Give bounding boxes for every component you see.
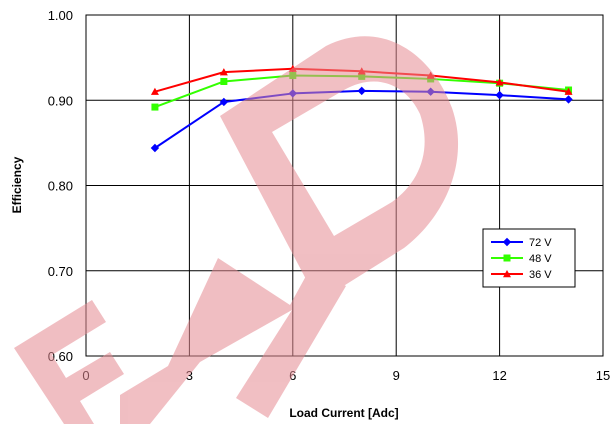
y-tick-label: 0.90	[48, 93, 73, 108]
data-point	[357, 86, 366, 96]
x-tick-label: 9	[393, 368, 400, 383]
data-point	[150, 143, 160, 153]
data-point	[564, 95, 573, 104]
legend: 72 V 48 V 36 V	[482, 228, 576, 288]
series-layer	[150, 64, 573, 153]
data-point	[495, 78, 504, 86]
legend-label: 48 V	[529, 253, 552, 265]
data-point	[151, 103, 159, 111]
y-tick-label: 1.00	[48, 8, 73, 23]
legend-swatch-marker	[502, 237, 512, 247]
plot-frame	[85, 14, 604, 357]
x-tick-label: 3	[186, 368, 193, 383]
legend-item: 36 V	[491, 269, 552, 281]
watermark-letter-e	[14, 300, 124, 424]
data-point	[564, 87, 573, 95]
legend-label: 36 V	[529, 269, 552, 281]
legend-item: 72 V	[491, 237, 552, 249]
legend-swatch-marker	[503, 254, 511, 262]
watermark-letter-n	[120, 258, 346, 424]
watermark-letter-d	[220, 36, 459, 303]
data-point	[495, 90, 504, 100]
data-point	[219, 68, 228, 76]
plot-area-border	[85, 14, 604, 357]
watermark-end	[14, 36, 459, 424]
y-tick-label: 0.70	[48, 264, 73, 279]
y-tick-label: 0.80	[48, 179, 73, 194]
x-tick-label: 12	[492, 368, 506, 383]
data-point	[220, 77, 228, 85]
y-axis-label: Efficiency	[10, 156, 24, 213]
x-tick-label: 15	[596, 368, 610, 383]
data-point	[150, 87, 159, 95]
legend-swatch-marker	[503, 270, 511, 278]
legend-item: 48 V	[491, 253, 552, 265]
legend-label: 72 V	[529, 237, 552, 249]
x-axis-label: Load Current [Adc]	[289, 406, 398, 420]
data-point	[219, 97, 229, 107]
